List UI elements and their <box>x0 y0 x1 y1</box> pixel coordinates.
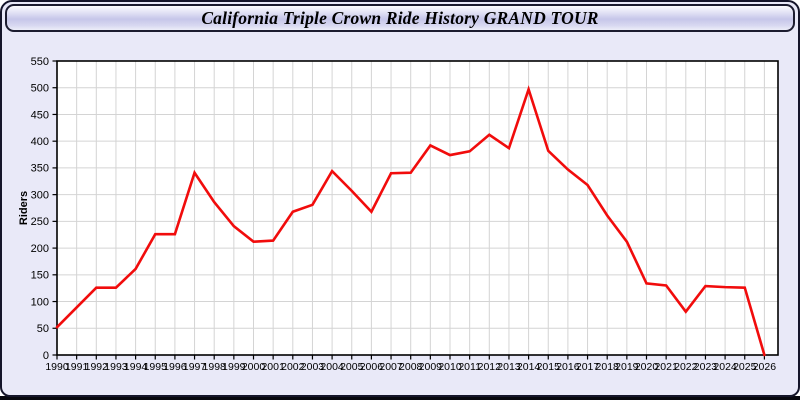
svg-text:200: 200 <box>31 243 49 255</box>
svg-text:1990: 1990 <box>45 361 69 373</box>
svg-text:400: 400 <box>31 136 49 148</box>
page-title: California Triple Crown Ride History GRA… <box>201 7 599 28</box>
svg-text:2021: 2021 <box>654 361 678 373</box>
window-bottom-edge <box>0 396 800 400</box>
svg-text:1994: 1994 <box>124 361 148 373</box>
svg-text:1996: 1996 <box>163 361 187 373</box>
svg-text:1991: 1991 <box>65 361 89 373</box>
svg-text:1992: 1992 <box>85 361 109 373</box>
svg-text:2026: 2026 <box>753 361 777 373</box>
svg-text:2010: 2010 <box>438 361 462 373</box>
y-axis-title: Riders <box>18 190 30 226</box>
svg-text:500: 500 <box>31 83 49 95</box>
svg-text:2007: 2007 <box>379 361 403 373</box>
svg-text:2016: 2016 <box>556 361 580 373</box>
svg-text:2001: 2001 <box>261 361 285 373</box>
svg-text:2006: 2006 <box>360 361 384 373</box>
svg-text:2015: 2015 <box>537 361 561 373</box>
svg-text:1995: 1995 <box>144 361 168 373</box>
svg-text:300: 300 <box>31 189 49 201</box>
svg-text:50: 50 <box>37 323 49 335</box>
svg-text:2008: 2008 <box>399 361 423 373</box>
svg-text:150: 150 <box>31 270 49 282</box>
svg-text:2009: 2009 <box>419 361 443 373</box>
svg-text:2024: 2024 <box>713 361 737 373</box>
svg-text:2018: 2018 <box>596 361 620 373</box>
svg-text:350: 350 <box>31 163 49 175</box>
title-bar: California Triple Crown Ride History GRA… <box>5 4 795 32</box>
svg-text:2003: 2003 <box>301 361 325 373</box>
svg-text:100: 100 <box>31 296 49 308</box>
svg-text:1997: 1997 <box>183 361 207 373</box>
svg-text:1999: 1999 <box>222 361 246 373</box>
svg-text:250: 250 <box>31 216 49 228</box>
svg-text:2020: 2020 <box>635 361 659 373</box>
svg-text:2019: 2019 <box>615 361 639 373</box>
svg-text:550: 550 <box>31 56 49 68</box>
svg-text:2000: 2000 <box>242 361 266 373</box>
svg-text:2014: 2014 <box>517 361 541 373</box>
svg-text:2005: 2005 <box>340 361 364 373</box>
svg-text:450: 450 <box>31 109 49 121</box>
svg-text:1998: 1998 <box>203 361 227 373</box>
svg-text:2013: 2013 <box>497 361 521 373</box>
svg-text:2012: 2012 <box>478 361 502 373</box>
svg-text:2025: 2025 <box>733 361 757 373</box>
svg-text:2022: 2022 <box>674 361 698 373</box>
svg-text:2004: 2004 <box>320 361 344 373</box>
svg-text:2011: 2011 <box>458 361 481 373</box>
svg-text:0: 0 <box>43 350 49 362</box>
svg-text:2017: 2017 <box>576 361 600 373</box>
svg-text:2002: 2002 <box>281 361 305 373</box>
svg-text:2023: 2023 <box>694 361 718 373</box>
svg-text:1993: 1993 <box>104 361 128 373</box>
